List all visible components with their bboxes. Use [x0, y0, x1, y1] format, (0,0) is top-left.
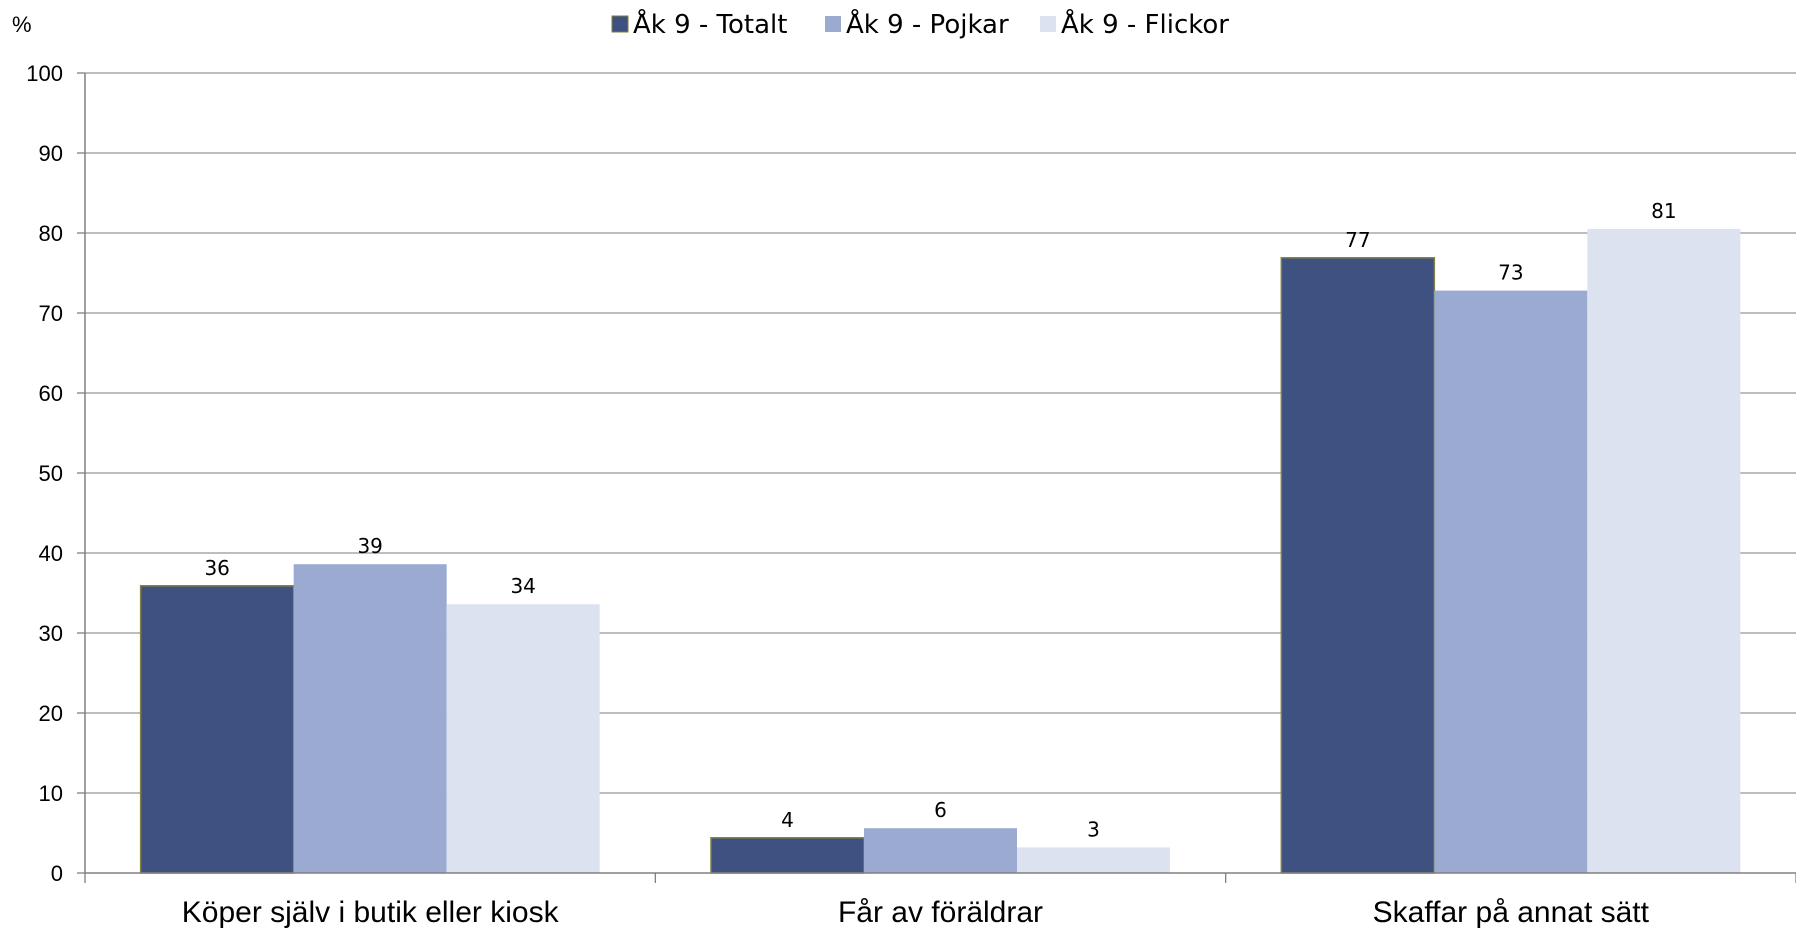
y-tick-label: 40	[39, 541, 63, 566]
bar-3-3	[1587, 229, 1741, 873]
data-label: 77	[1345, 228, 1370, 252]
y-tick-label: 0	[51, 861, 63, 886]
data-labels: 36 39 34 4 6 3 77 73 81	[204, 199, 1676, 841]
bars	[139, 229, 1741, 874]
y-axis-unit-label: %	[12, 12, 32, 37]
bar-3-1	[446, 604, 600, 873]
legend-swatch	[611, 15, 629, 33]
data-label: 4	[781, 808, 794, 832]
bar-3-2	[1017, 847, 1170, 873]
x-axis-labels: Köper själv i butik eller kiosk Får av fö…	[182, 896, 1650, 928]
legend-label: Åk 9 - Flickor	[1061, 8, 1229, 40]
bar-2-2	[864, 828, 1017, 873]
bar-1-1	[139, 585, 295, 874]
data-label: 39	[357, 534, 382, 558]
data-label: 36	[204, 556, 229, 580]
data-label: 6	[934, 798, 947, 822]
legend-swatch	[825, 16, 841, 32]
x-category-label: Köper själv i butik eller kiosk	[182, 896, 560, 928]
data-label: 81	[1651, 199, 1676, 223]
y-tick-label: 60	[39, 381, 63, 406]
legend-label: Åk 9 - Pojkar	[846, 8, 1009, 40]
bar-1-3	[1280, 257, 1436, 874]
y-tick-label: 90	[39, 141, 63, 166]
axes	[77, 72, 1796, 883]
y-tick-label: 20	[39, 701, 63, 726]
y-tick-label: 70	[39, 301, 63, 326]
legend: Åk 9 - Totalt Åk 9 - Pojkar Åk 9 - Flickor	[611, 8, 1229, 40]
legend-swatch	[1040, 16, 1056, 32]
y-axis-ticks: 0 10 20 30 40 50 60 70 80 90 100	[26, 61, 63, 886]
legend-label: Åk 9 - Totalt	[633, 8, 787, 40]
y-tick-label: 50	[39, 461, 63, 486]
bar-1-2	[710, 837, 865, 874]
data-label: 73	[1498, 261, 1523, 285]
bar-2-3	[1434, 290, 1588, 874]
x-category-label: Får av föräldrar	[838, 896, 1043, 928]
y-tick-label: 80	[39, 221, 63, 246]
y-tick-label: 100	[26, 61, 63, 86]
data-label: 3	[1087, 817, 1100, 841]
x-category-label: Skaffar på annat sätt	[1373, 896, 1650, 928]
data-label: 34	[510, 574, 535, 598]
y-tick-label: 10	[39, 781, 63, 806]
y-tick-label: 30	[39, 621, 63, 646]
bar-2-1	[293, 564, 447, 873]
